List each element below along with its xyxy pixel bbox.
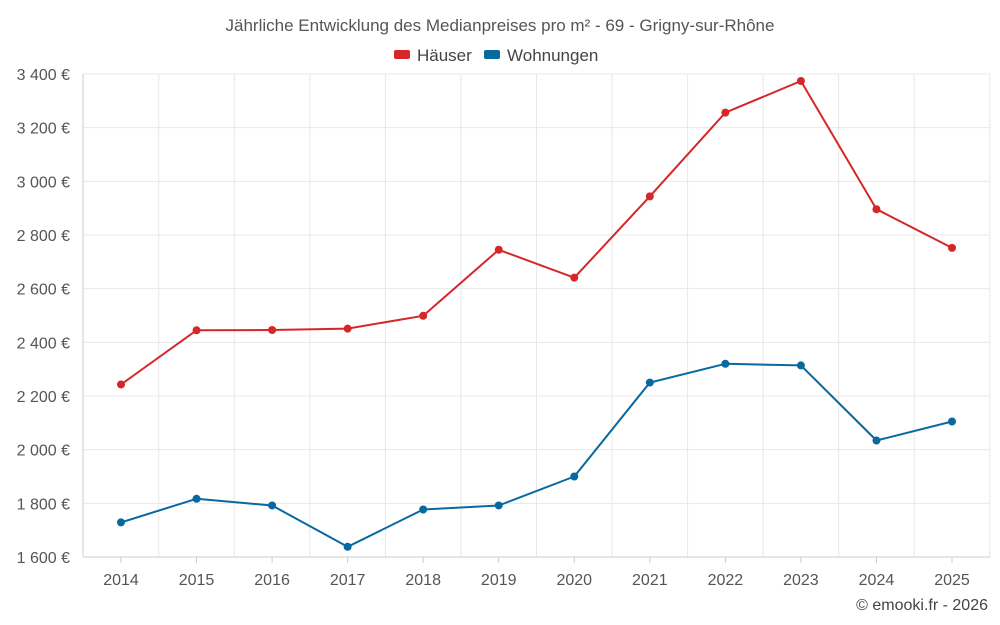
data-point — [494, 501, 503, 510]
data-point — [268, 501, 277, 510]
legend-swatch — [394, 50, 410, 59]
data-point — [419, 505, 428, 514]
data-point — [419, 311, 428, 320]
data-point — [494, 245, 503, 254]
data-point — [721, 108, 730, 117]
x-tick-label: 2015 — [179, 572, 215, 589]
data-point — [192, 494, 201, 503]
data-point — [872, 205, 881, 214]
data-point — [570, 472, 579, 481]
series-wohnungen — [117, 359, 956, 551]
data-point — [343, 542, 352, 551]
y-tick-label: 3 400 € — [17, 67, 70, 84]
x-tick-label: 2021 — [632, 572, 668, 589]
series-line — [120, 80, 953, 386]
x-tick-label: 2014 — [103, 572, 139, 589]
x-tick-label: 2022 — [708, 572, 744, 589]
legend-swatch — [484, 50, 500, 59]
data-point — [796, 361, 805, 370]
x-tick-label: 2024 — [859, 572, 895, 589]
data-point — [721, 359, 730, 368]
legend-label: Häuser — [417, 46, 472, 65]
x-tick-label: 2017 — [330, 572, 366, 589]
y-tick-label: 3 000 € — [17, 174, 70, 191]
y-tick-label: 1 800 € — [17, 496, 70, 513]
x-tick-label: 2016 — [254, 572, 290, 589]
data-point — [570, 273, 579, 282]
y-tick-label: 2 000 € — [17, 443, 70, 460]
x-tick-label: 2025 — [934, 572, 970, 589]
series-haeuser — [117, 76, 956, 389]
data-point — [948, 243, 956, 252]
x-tick-label: 2020 — [556, 572, 592, 589]
data-point — [268, 325, 277, 334]
y-tick-label: 2 400 € — [17, 335, 70, 352]
y-tick-label: 1 600 € — [17, 550, 70, 567]
legend: Häuser Wohnungen — [394, 46, 598, 65]
x-tick-label: 2019 — [481, 572, 517, 589]
grid — [83, 73, 991, 557]
y-tick-label: 2 200 € — [17, 389, 70, 406]
data-point — [948, 417, 956, 426]
data-point — [796, 76, 805, 85]
y-tick-label: 3 200 € — [17, 121, 70, 138]
chart-title: Jährliche Entwicklung des Medianpreises … — [226, 16, 775, 35]
series — [117, 76, 956, 551]
data-point — [872, 436, 881, 445]
legend-label: Wohnungen — [507, 46, 598, 65]
x-tick-label: 2018 — [405, 572, 441, 589]
data-point — [117, 518, 125, 527]
data-point — [343, 324, 352, 333]
y-tick-label: 2 600 € — [17, 282, 70, 299]
data-point — [192, 326, 201, 335]
data-point — [645, 378, 654, 387]
data-point — [645, 192, 654, 201]
y-tick-label: 2 800 € — [17, 228, 70, 245]
credit-text: © emooki.fr - 2026 — [856, 597, 988, 614]
data-point — [117, 380, 125, 389]
x-tick-label: 2023 — [783, 572, 819, 589]
axes: 1 600 € 1 800 € 2 000 € 2 200 € 2 400 € 2 600… — [17, 67, 990, 589]
series-line — [120, 362, 953, 548]
